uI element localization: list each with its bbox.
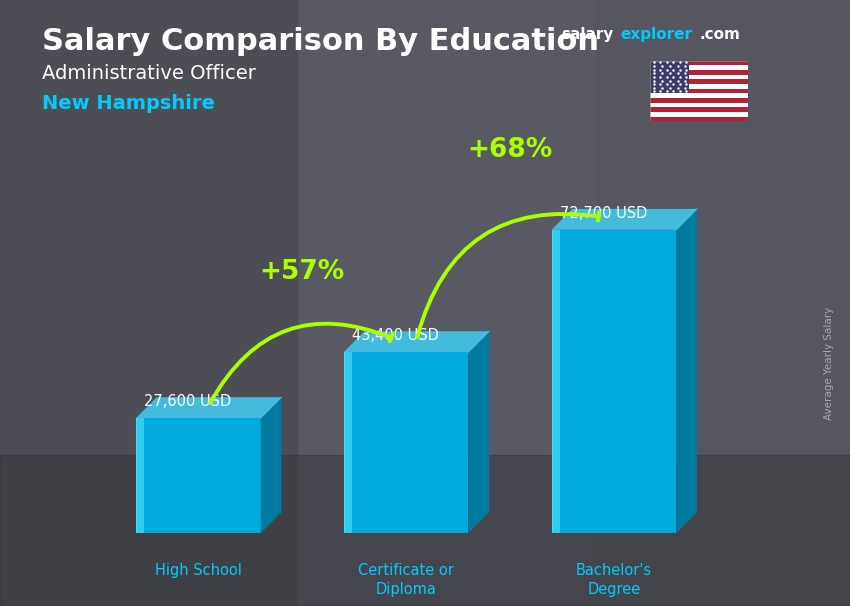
Bar — [650, 75, 748, 79]
Bar — [650, 107, 748, 112]
Bar — [650, 61, 748, 65]
Bar — [650, 84, 748, 88]
Bar — [650, 79, 748, 84]
Text: Salary Comparison By Education: Salary Comparison By Education — [42, 27, 599, 56]
Polygon shape — [261, 397, 281, 533]
Text: Average Yearly Salary: Average Yearly Salary — [824, 307, 834, 420]
Bar — [0, 0, 298, 606]
Text: Administrative Officer: Administrative Officer — [42, 64, 257, 82]
Bar — [650, 93, 748, 98]
Bar — [650, 98, 748, 102]
Bar — [650, 112, 748, 116]
Text: Certificate or
Diploma: Certificate or Diploma — [358, 562, 454, 598]
Text: +57%: +57% — [259, 259, 345, 285]
Text: explorer: explorer — [620, 27, 693, 42]
Polygon shape — [343, 331, 490, 352]
Bar — [595, 0, 850, 606]
Bar — [0, 454, 850, 606]
Text: Bachelor's
Degree: Bachelor's Degree — [575, 562, 652, 598]
Bar — [650, 61, 689, 93]
Polygon shape — [136, 397, 281, 418]
Polygon shape — [136, 418, 144, 533]
Text: 27,600 USD: 27,600 USD — [144, 394, 231, 409]
Text: High School: High School — [155, 562, 241, 578]
Polygon shape — [136, 418, 261, 533]
Text: New Hampshire: New Hampshire — [42, 94, 215, 113]
Polygon shape — [343, 352, 468, 533]
Polygon shape — [552, 230, 560, 533]
Bar — [650, 88, 748, 93]
Text: .com: .com — [700, 27, 740, 42]
Polygon shape — [677, 209, 697, 533]
Bar — [650, 116, 748, 121]
Text: salary: salary — [561, 27, 614, 42]
Bar — [650, 65, 748, 70]
Bar — [650, 70, 748, 75]
Polygon shape — [552, 230, 677, 533]
Polygon shape — [552, 209, 697, 230]
Polygon shape — [468, 331, 490, 533]
Text: 72,700 USD: 72,700 USD — [560, 205, 647, 221]
Text: +68%: +68% — [468, 136, 552, 162]
Text: 43,400 USD: 43,400 USD — [352, 328, 439, 343]
Polygon shape — [343, 352, 352, 533]
Bar — [650, 102, 748, 107]
Bar — [298, 0, 595, 606]
